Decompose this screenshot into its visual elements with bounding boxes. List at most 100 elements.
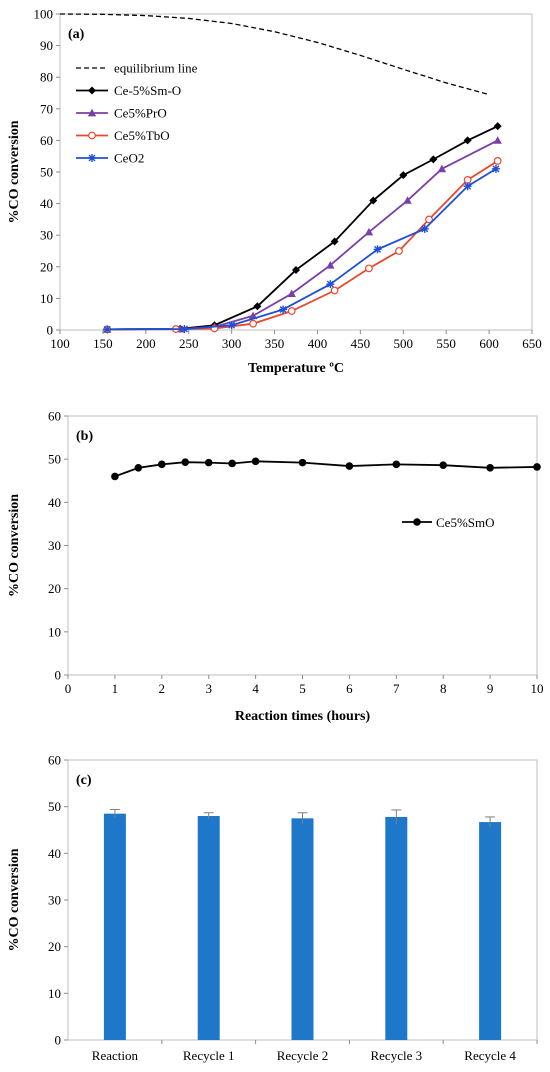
data-point <box>158 460 166 469</box>
data-point <box>345 462 354 470</box>
plot-frame <box>67 415 538 676</box>
x-category-label: Recycle 1 <box>183 1048 235 1063</box>
data-point <box>369 196 378 205</box>
series-line <box>107 168 497 331</box>
data-point <box>181 458 190 466</box>
y-tick-label: 40 <box>48 495 61 510</box>
error-bar <box>109 808 120 818</box>
y-tick-label: 90 <box>40 38 53 53</box>
panel-c-chart: 0 10 20 30 40 50 60 %CO conversion (c) Reaction Re… <box>7 753 538 1063</box>
y-tick-label: 10 <box>40 291 53 306</box>
legend-entry: CeO2 <box>114 151 144 166</box>
x-tick-label: 1 <box>112 681 119 696</box>
y-tick-label: 100 <box>34 7 54 22</box>
data-point <box>399 171 408 180</box>
y-tick-label: 60 <box>48 753 61 768</box>
y-tick-label: 0 <box>55 1033 62 1048</box>
y-axis-title: %CO conversion <box>7 848 22 951</box>
data-point <box>326 280 335 289</box>
legend-entry: Ce5%SmO <box>436 515 495 530</box>
x-tick-label: 2 <box>159 681 166 696</box>
x-tick-label: 9 <box>487 681 494 696</box>
y-axis-title: %CO conversion <box>7 120 22 223</box>
y-tick-label: 0 <box>55 668 62 683</box>
x-category-label: Recycle 4 <box>464 1048 516 1063</box>
data-point <box>373 245 382 254</box>
legend-marker <box>88 131 96 140</box>
data-point <box>403 196 412 204</box>
y-tick-label: 50 <box>40 165 53 180</box>
y-tick-label: 70 <box>40 101 53 116</box>
data-point <box>228 459 236 468</box>
y-tick-label: 60 <box>40 133 53 148</box>
error-bar <box>391 809 402 824</box>
data-point <box>437 164 447 173</box>
series-ce5-smo <box>111 457 541 481</box>
data-point <box>533 463 541 471</box>
y-tick-label: 0 <box>47 323 54 338</box>
x-tick-label: 250 <box>179 336 199 351</box>
data-point <box>326 261 335 269</box>
legend-entry: Ce5%TbO <box>114 128 170 143</box>
data-point <box>330 286 339 295</box>
y-tick-label: 60 <box>48 409 61 424</box>
legend-marker <box>88 86 96 95</box>
x-tick-label: 6 <box>346 681 353 696</box>
series-line <box>107 160 499 331</box>
x-tick-label: 150 <box>93 336 113 351</box>
x-tick-label: 450 <box>351 336 371 351</box>
x-tick-label: 100 <box>50 336 70 351</box>
bar <box>103 813 126 1040</box>
x-tick-label: 3 <box>205 681 212 696</box>
x-tick-label: 300 <box>222 336 242 351</box>
legend-entry: Ce-5%Sm-O <box>114 83 181 98</box>
data-point <box>253 302 262 311</box>
data-point <box>365 264 373 273</box>
series-ce5-tbo <box>103 157 502 334</box>
data-point <box>287 307 296 315</box>
y-tick-label: 30 <box>40 228 53 243</box>
data-point <box>493 157 502 165</box>
data-point <box>287 289 296 298</box>
data-point <box>439 461 448 470</box>
bar <box>291 818 314 1040</box>
x-axis-title: Temperature ºC <box>248 361 344 376</box>
data-point <box>463 136 472 145</box>
series-ce5-pro <box>103 136 502 333</box>
data-point <box>395 247 403 255</box>
bar <box>385 816 408 1040</box>
x-tick-label: 0 <box>65 681 72 696</box>
legend-marker <box>88 154 96 162</box>
legend-entry: equilibrium line <box>114 61 198 76</box>
x-axis-title: Reaction times (hours) <box>235 709 371 724</box>
legend-marker <box>413 518 421 526</box>
data-point <box>425 215 433 224</box>
x-tick-label: 650 <box>522 336 542 351</box>
data-point <box>204 458 213 467</box>
series-line <box>114 460 538 478</box>
data-point <box>103 325 112 334</box>
y-tick-label: 10 <box>48 986 61 1001</box>
bar <box>197 816 220 1040</box>
panel-label: (b) <box>76 429 93 444</box>
data-point <box>493 122 502 131</box>
data-point <box>420 224 429 233</box>
legend: Ce5%SmO <box>402 515 495 530</box>
error-bar <box>485 816 496 828</box>
panel-b-chart: 0 10 20 30 40 50 60 0 1 2 3 4 5 6 7 8 9 10 Reaction times … <box>7 409 544 725</box>
x-tick-label: 600 <box>479 336 499 351</box>
x-tick-label: 550 <box>436 336 456 351</box>
legend-marker <box>87 108 97 117</box>
panel-label: (c) <box>76 773 92 788</box>
data-point <box>298 458 307 467</box>
data-point <box>227 321 236 330</box>
data-point <box>486 464 494 472</box>
y-tick-label: 50 <box>48 452 61 467</box>
y-tick-label: 80 <box>40 70 53 85</box>
series-equilibrium-line <box>59 13 490 96</box>
data-point <box>463 182 472 191</box>
data-point <box>111 472 119 481</box>
series-ceo2 <box>103 164 500 334</box>
series-line <box>59 13 490 96</box>
